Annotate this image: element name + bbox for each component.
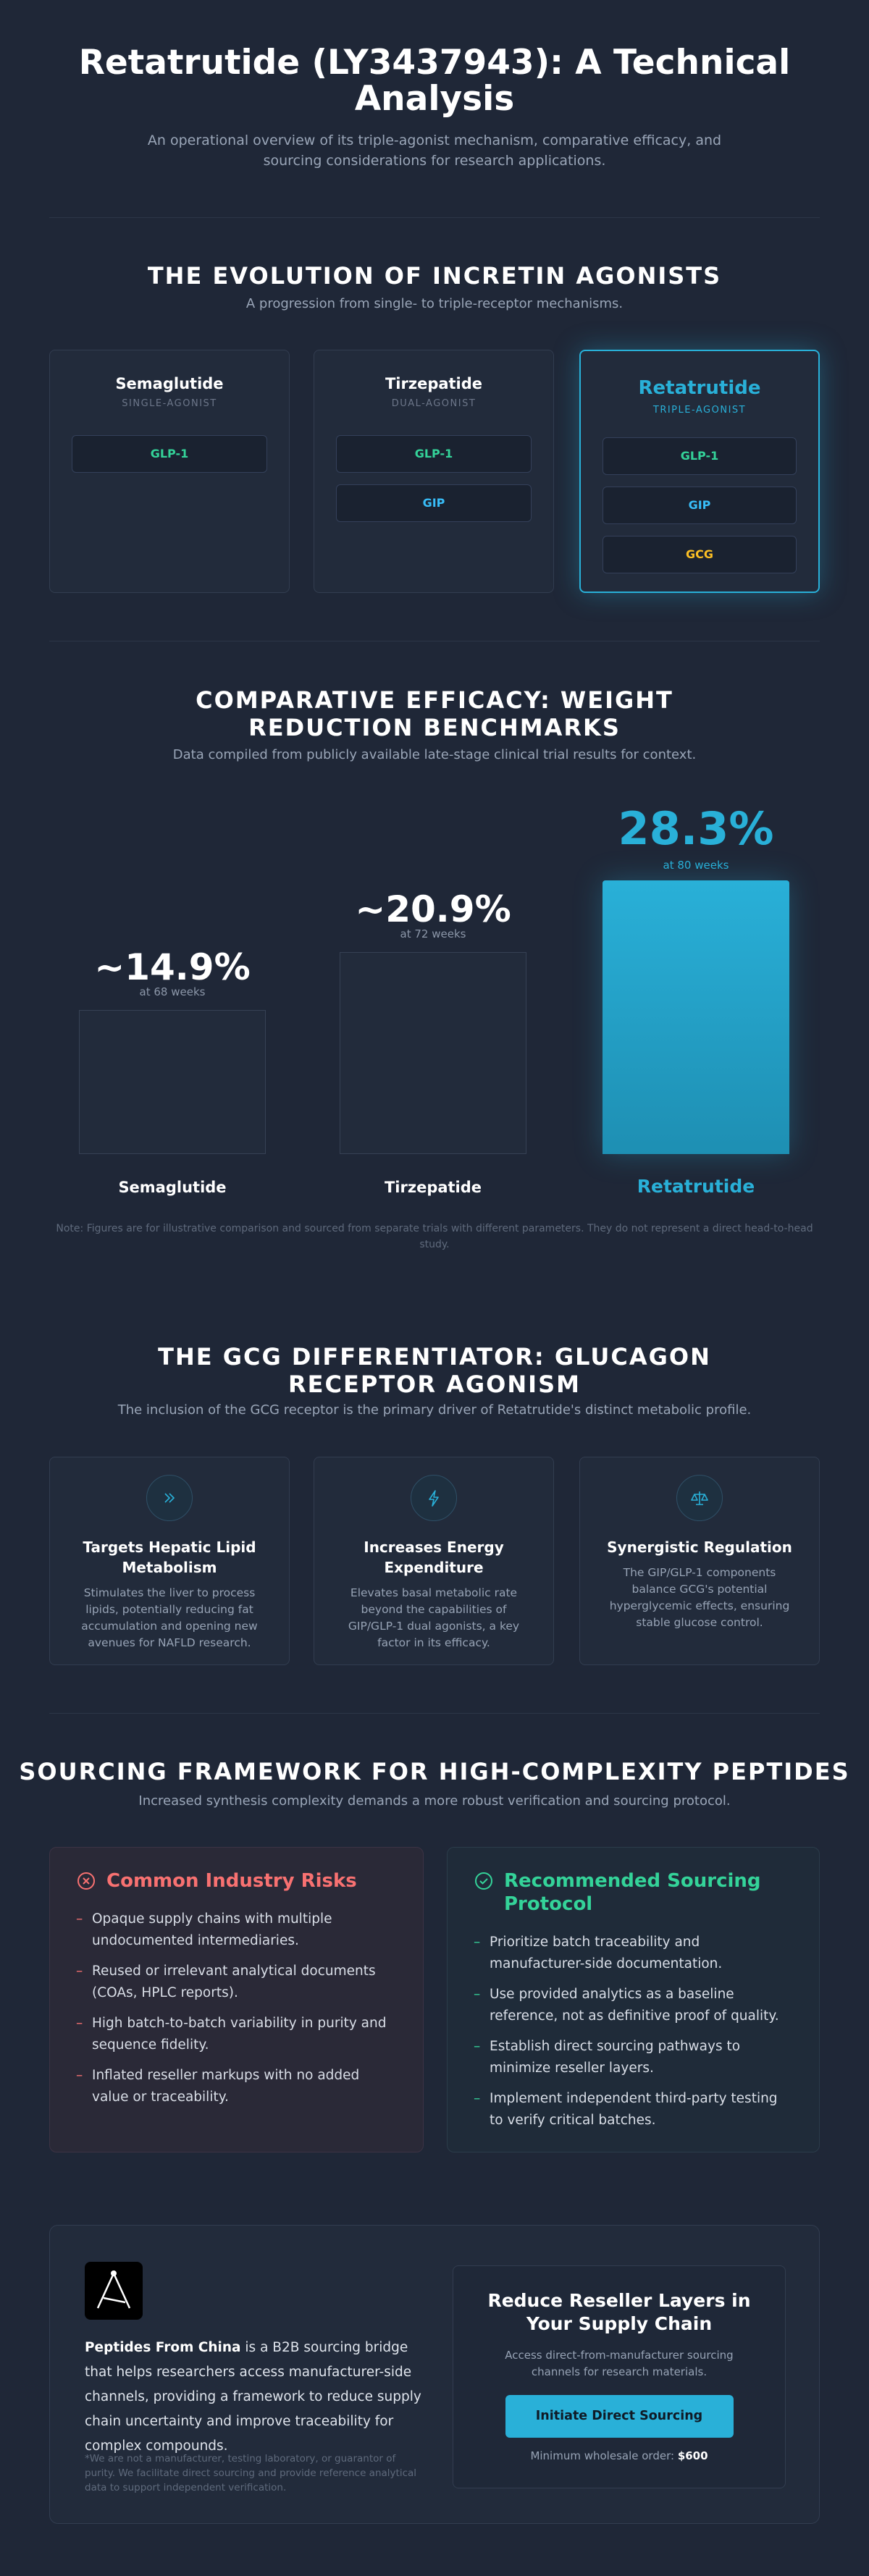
list-item: Prioritize batch traceability and manufa… [474, 1932, 793, 1975]
section-subtitle: The inclusion of the GCG receptor is the… [117, 1402, 752, 1418]
feature-card: Targets Hepatic Lipid Metabolism Stimulat… [49, 1457, 290, 1665]
feature-title: Synergistic Regulation [607, 1539, 792, 1556]
bar [603, 880, 789, 1154]
panel-title: Common Industry Risks [106, 1870, 357, 1892]
receptor-pill: GLP-1 [603, 437, 797, 475]
min-order-value: $600 [677, 2449, 708, 2462]
list-item: High batch-to-batch variability in purit… [76, 2013, 397, 2056]
section-title: THE EVOLUTION OF INCRETIN AGONISTS [147, 262, 722, 290]
category-label: Tirzepatide [384, 1179, 482, 1196]
bar [340, 951, 526, 1154]
footer-description: Peptides From China is a B2B sourcing br… [85, 2336, 425, 2459]
agonist-type: TRIPLE-AGONIST [652, 405, 747, 416]
icon-glyph [691, 1491, 708, 1505]
feature-card: Increases Energy Expenditure Elevates bas… [314, 1457, 554, 1665]
icon-glyph [429, 1490, 439, 1507]
cta-button[interactable]: Initiate Direct Sourcing [505, 2395, 734, 2438]
category-label: Semaglutide [118, 1179, 227, 1196]
page-title: Retatrutide (LY3437943): A Technical Ana… [78, 43, 791, 119]
cta-title: Reduce Reseller Layers in Your Supply Ch… [487, 2290, 751, 2334]
feature-text: Elevates basal metabolic rate beyond the… [348, 1586, 520, 1649]
receptor-pill: GLP-1 [72, 435, 267, 473]
feature-card: Synergistic Regulation The GIP/GLP-1 comp… [579, 1457, 820, 1665]
bar-annotation: at 80 weeks [663, 859, 729, 872]
bar [79, 1009, 266, 1154]
agonist-card: Tirzepatide DUAL-AGONIST GLP-1 GIP [314, 350, 554, 593]
risks-panel: Common Industry Risks Opaque supply chai… [49, 1847, 424, 2152]
agonist-type: DUAL-AGONIST [391, 398, 477, 409]
feature-text: Stimulates the liver to process lipids, … [81, 1586, 258, 1649]
panel-heading: Common Industry Risks [76, 1869, 397, 1893]
receptor-pill: GCG [603, 536, 797, 573]
agonist-card: Retatrutide TRIPLE-AGONIST GLP-1 GIP GCG [579, 350, 820, 593]
value-label: ~14.9% [94, 946, 251, 988]
feature-title: Increases Energy Expenditure [364, 1539, 504, 1576]
cta-text: Access direct-from-manufacturer sourcing… [505, 2349, 734, 2378]
agonist-name: Semaglutide [115, 375, 224, 392]
agonist-name: Tirzepatide [385, 375, 483, 392]
agonist-card: Semaglutide SINGLE-AGONIST GLP-1 [49, 350, 290, 593]
divider [49, 217, 820, 218]
protocol-panel: Recommended Sourcing Protocol Prioritize… [447, 1847, 820, 2152]
disclaimer: *We are not a manufacturer, testing labo… [85, 2453, 417, 2493]
receptor-pill: GIP [336, 484, 532, 522]
feature-text: The GIP/GLP-1 components balance GCG's p… [609, 1566, 790, 1629]
section-title: SOURCING FRAMEWORK FOR HIGH-COMPLEXITY P… [19, 1758, 850, 1785]
section-title: THE GCG DIFFERENTIATOR: GLUCAGON RECEPTO… [158, 1343, 711, 1398]
feature-title: Targets Hepatic Lipid Metabolism [83, 1539, 256, 1576]
logo [85, 2262, 143, 2320]
list-item: Establish direct sourcing pathways to mi… [474, 2036, 793, 2079]
protocol-list: Prioritize batch traceability and manufa… [474, 1932, 793, 2131]
header: Retatrutide (LY3437943): A Technical Ana… [0, 45, 869, 171]
value-label: 28.3% [618, 802, 774, 855]
bar-annotation: at 68 weeks [139, 985, 206, 998]
value-label: ~20.9% [355, 888, 511, 930]
feature-icon [411, 1475, 457, 1521]
feature-icon [676, 1475, 723, 1521]
feature-icon [146, 1475, 193, 1521]
section-subtitle: Increased synthesis complexity demands a… [138, 1793, 731, 1809]
x-icon [77, 1872, 95, 1890]
panel-title: Recommended Sourcing Protocol [504, 1870, 761, 1915]
min-order-label: Minimum wholesale order: [530, 2449, 675, 2462]
chart-note: Note: Figures are for illustrative compa… [56, 1223, 813, 1250]
agonist-type: SINGLE-AGONIST [122, 398, 217, 409]
list-item: Reused or irrelevant analytical document… [76, 1961, 397, 2004]
cta-box: Reduce Reseller Layers in Your Supply Ch… [453, 2265, 786, 2488]
icon-glyph [164, 1493, 175, 1503]
efficacy-chart: ~14.9% at 68 weeks Semaglutide ~20.9% at 72 … [0, 0, 869, 1216]
list-item: Implement independent third-party testin… [474, 2088, 793, 2131]
page-subtitle: An operational overview of its triple-ag… [147, 132, 722, 169]
bar-annotation: at 72 weeks [400, 927, 466, 940]
receptor-pill: GIP [603, 487, 797, 524]
divider [49, 1713, 820, 1714]
section-subtitle: Data compiled from publicly available la… [172, 747, 697, 762]
receptor-pill: GLP-1 [336, 435, 532, 473]
footer-card: Peptides From China is a B2B sourcing br… [49, 2225, 820, 2524]
panel-heading: Recommended Sourcing Protocol [474, 1869, 793, 1916]
check-icon [475, 1872, 492, 1890]
category-label: Retatrutide [637, 1176, 755, 1197]
description-text: is a B2B sourcing bridge that helps rese… [85, 2340, 421, 2454]
risk-list: Opaque supply chains with multiple undoc… [76, 1908, 397, 2108]
list-item: Opaque supply chains with multiple undoc… [76, 1908, 397, 1952]
list-item: Inflated reseller markups with no added … [76, 2065, 397, 2108]
section-title: COMPARATIVE EFFICACY: WEIGHT REDUCTION B… [196, 686, 673, 741]
section-subtitle: A progression from single- to triple-rec… [245, 296, 624, 311]
agonist-name: Retatrutide [638, 377, 761, 399]
brand-name: Peptides From China [85, 2340, 241, 2355]
min-order: Minimum wholesale order: $600 [453, 2449, 785, 2462]
list-item: Use provided analytics as a baseline ref… [474, 1984, 793, 2027]
